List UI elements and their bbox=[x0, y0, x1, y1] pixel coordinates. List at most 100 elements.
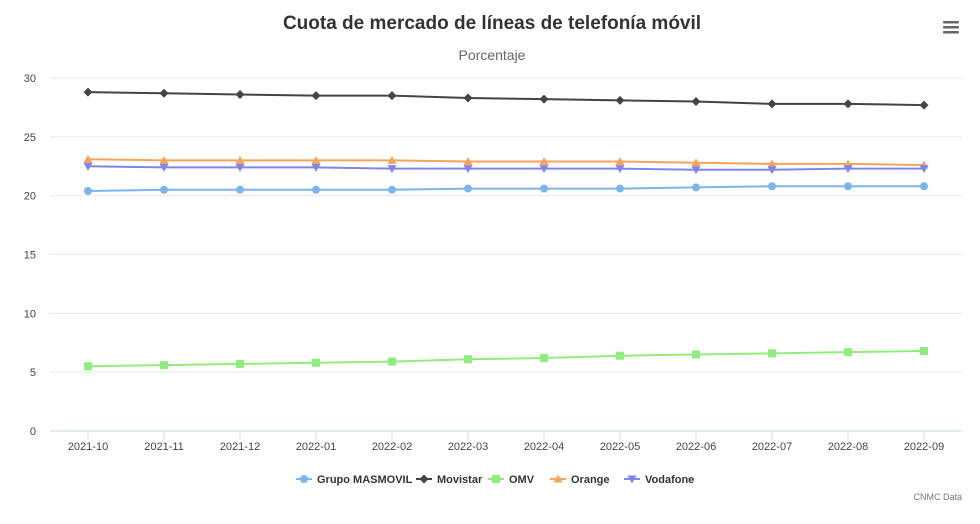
x-tick-label: 2022-01 bbox=[296, 441, 336, 453]
data-point-movistar[interactable] bbox=[767, 99, 777, 109]
data-point-vodafone[interactable] bbox=[83, 162, 93, 171]
legend-item-movistar[interactable]: Movistar bbox=[416, 474, 483, 486]
data-point-movistar[interactable] bbox=[159, 88, 169, 98]
series-group bbox=[83, 87, 929, 371]
legend-marker-grupo-masmovil[interactable] bbox=[300, 475, 308, 483]
legend-label: Orange bbox=[571, 474, 610, 486]
data-point-movistar[interactable] bbox=[311, 91, 321, 101]
data-point-vodafone[interactable] bbox=[691, 166, 701, 175]
data-point-orange[interactable] bbox=[387, 155, 397, 164]
y-tick-label: 10 bbox=[24, 308, 36, 320]
data-point-vodafone[interactable] bbox=[463, 165, 473, 174]
data-point-vodafone[interactable] bbox=[919, 165, 929, 174]
data-point-orange[interactable] bbox=[615, 157, 625, 166]
data-point-movistar[interactable] bbox=[691, 97, 701, 107]
data-point-omv[interactable] bbox=[312, 358, 320, 367]
data-point-omv[interactable] bbox=[692, 350, 700, 359]
chart-title: Cuota de mercado de líneas de telefonía … bbox=[283, 13, 701, 34]
y-tick-label: 30 bbox=[24, 73, 36, 85]
data-point-orange[interactable] bbox=[767, 159, 777, 168]
legend: Grupo MASMOVIL Movistar OMV Orange Vodafone bbox=[296, 474, 694, 486]
data-point-movistar[interactable] bbox=[387, 91, 397, 101]
data-point-omv[interactable] bbox=[920, 346, 928, 355]
data-point-orange[interactable] bbox=[235, 155, 245, 164]
series-line-movistar[interactable] bbox=[87, 91, 925, 107]
legend-marker-movistar[interactable] bbox=[419, 474, 429, 484]
data-point-grupo-masmovil[interactable] bbox=[540, 184, 548, 193]
series-grupo-masmovil bbox=[84, 182, 928, 195]
credits-text[interactable]: CNMC Data bbox=[913, 492, 962, 502]
y-axis: 0 5 10 15 20 25 30 bbox=[24, 73, 36, 438]
legend-label: Grupo MASMOVIL bbox=[317, 474, 413, 486]
data-point-grupo-masmovil[interactable] bbox=[388, 185, 396, 194]
data-point-orange[interactable] bbox=[83, 154, 93, 163]
x-tick-label: 2022-04 bbox=[524, 441, 564, 453]
data-point-omv[interactable] bbox=[844, 348, 852, 357]
data-point-vodafone[interactable] bbox=[387, 165, 397, 174]
data-point-vodafone[interactable] bbox=[235, 163, 245, 172]
data-point-vodafone[interactable] bbox=[843, 165, 853, 174]
legend-label: OMV bbox=[509, 474, 535, 486]
legend-marker-omv[interactable] bbox=[492, 475, 500, 483]
data-point-orange[interactable] bbox=[159, 155, 169, 164]
series-movistar bbox=[83, 87, 929, 110]
data-point-grupo-masmovil[interactable] bbox=[464, 184, 472, 193]
data-point-orange[interactable] bbox=[463, 157, 473, 166]
series-line-orange[interactable] bbox=[87, 158, 925, 167]
data-point-grupo-masmovil[interactable] bbox=[84, 186, 92, 195]
data-point-movistar[interactable] bbox=[83, 87, 93, 97]
data-point-grupo-masmovil[interactable] bbox=[692, 183, 700, 192]
data-point-omv[interactable] bbox=[464, 355, 472, 364]
data-point-grupo-masmovil[interactable] bbox=[160, 185, 168, 194]
data-point-omv[interactable] bbox=[540, 354, 548, 363]
series-line-grupo-masmovil[interactable] bbox=[87, 185, 924, 192]
data-point-grupo-masmovil[interactable] bbox=[236, 185, 244, 194]
y-tick-label: 15 bbox=[24, 250, 36, 262]
legend-item-omv[interactable]: OMV bbox=[488, 474, 535, 486]
series-line-vodafone[interactable] bbox=[87, 165, 924, 171]
hamburger-menu-icon[interactable] bbox=[936, 14, 964, 40]
data-point-omv[interactable] bbox=[768, 349, 776, 358]
x-tick-label: 2022-09 bbox=[904, 441, 944, 453]
data-point-vodafone[interactable] bbox=[767, 166, 777, 175]
data-point-movistar[interactable] bbox=[615, 95, 625, 105]
data-point-movistar[interactable] bbox=[843, 99, 853, 109]
data-point-omv[interactable] bbox=[160, 361, 168, 370]
data-point-orange[interactable] bbox=[539, 157, 549, 166]
x-tick-label: 2022-08 bbox=[828, 441, 868, 453]
x-tick-label: 2022-07 bbox=[752, 441, 792, 453]
data-point-grupo-masmovil[interactable] bbox=[312, 185, 320, 194]
data-point-movistar[interactable] bbox=[539, 94, 549, 104]
data-point-omv[interactable] bbox=[616, 351, 624, 360]
y-tick-label: 5 bbox=[30, 367, 36, 379]
data-point-vodafone[interactable] bbox=[539, 165, 549, 174]
data-point-grupo-masmovil[interactable] bbox=[616, 184, 624, 193]
legend-item-vodafone[interactable]: Vodafone bbox=[624, 474, 694, 486]
x-tick-label: 2022-03 bbox=[448, 441, 488, 453]
y-tick-label: 0 bbox=[30, 426, 36, 438]
x-tick-label: 2022-02 bbox=[372, 441, 412, 453]
y-tick-label: 25 bbox=[24, 132, 36, 144]
data-point-movistar[interactable] bbox=[463, 93, 473, 103]
data-point-vodafone[interactable] bbox=[159, 163, 169, 172]
legend-item-orange[interactable]: Orange bbox=[550, 474, 610, 486]
data-point-orange[interactable] bbox=[691, 158, 701, 167]
data-point-vodafone[interactable] bbox=[615, 165, 625, 174]
x-tick-label: 2022-05 bbox=[600, 441, 640, 453]
data-point-grupo-masmovil[interactable] bbox=[920, 182, 928, 191]
data-point-movistar[interactable] bbox=[919, 100, 929, 110]
legend-marker-orange[interactable] bbox=[553, 474, 563, 483]
series-line-omv[interactable] bbox=[87, 349, 925, 368]
legend-marker-vodafone[interactable] bbox=[627, 475, 637, 484]
data-point-grupo-masmovil[interactable] bbox=[844, 182, 852, 191]
data-point-vodafone[interactable] bbox=[311, 163, 321, 172]
data-point-omv[interactable] bbox=[236, 359, 244, 368]
data-point-movistar[interactable] bbox=[235, 89, 245, 99]
data-point-orange[interactable] bbox=[311, 155, 321, 164]
legend-item-grupo-masmovil[interactable]: Grupo MASMOVIL bbox=[296, 474, 413, 486]
data-point-grupo-masmovil[interactable] bbox=[768, 182, 776, 191]
data-point-omv[interactable] bbox=[388, 357, 396, 366]
data-point-omv[interactable] bbox=[84, 362, 92, 371]
chart-subtitle: Porcentaje bbox=[459, 47, 526, 63]
